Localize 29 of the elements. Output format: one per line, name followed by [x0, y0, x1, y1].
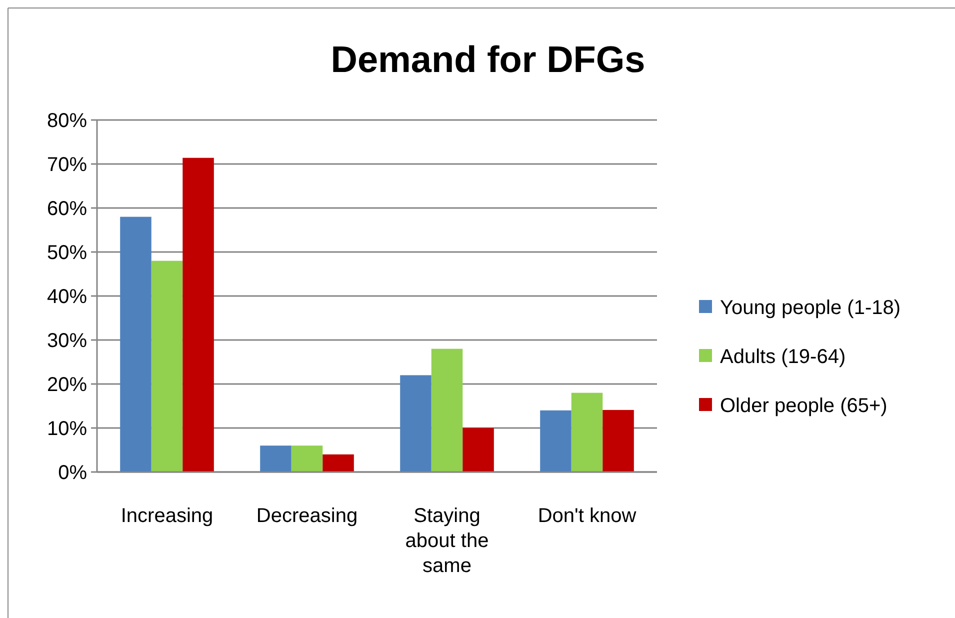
x-tick-label: Don't know — [538, 505, 637, 527]
bar — [462, 428, 494, 472]
x-tick-label: Increasing — [120, 505, 214, 527]
bar — [291, 446, 323, 472]
y-tick-label: 70% — [46, 154, 88, 176]
x-tick-label: Staying about the same — [405, 505, 489, 577]
legend-label: Adults (19-64) — [720, 346, 846, 368]
x-tick-label: Decreasing — [256, 505, 358, 527]
bar — [400, 375, 432, 472]
y-tick-label: 50% — [46, 242, 88, 264]
chart-title: Demand for DFGs — [330, 39, 646, 80]
bar — [322, 454, 354, 472]
legend-label: Older people (65+) — [720, 395, 888, 417]
y-tick-label: 40% — [46, 286, 88, 308]
y-tick-label: 80% — [46, 110, 88, 132]
bar — [120, 216, 152, 472]
y-tick-label: 0% — [58, 462, 88, 484]
bar — [151, 260, 183, 472]
y-tick-label: 30% — [46, 330, 88, 352]
bar — [540, 410, 572, 472]
bar — [602, 410, 634, 472]
bar — [571, 392, 603, 472]
bar — [260, 446, 292, 472]
bar — [431, 348, 463, 472]
legend-label: Young people (1-18) — [720, 297, 901, 319]
y-tick-label: 20% — [46, 374, 88, 396]
y-tick-label: 10% — [46, 418, 88, 440]
y-tick-label: 60% — [46, 198, 88, 220]
bar — [182, 158, 214, 472]
